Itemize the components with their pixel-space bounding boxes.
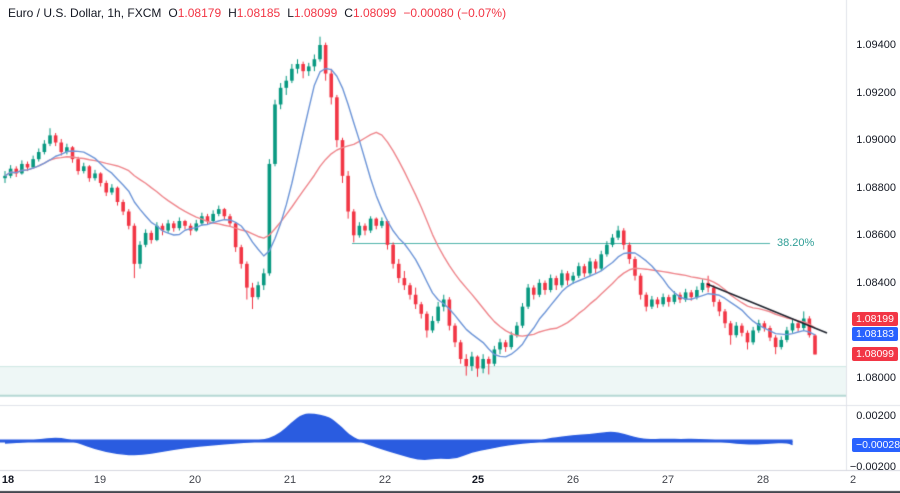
ohlc-label: L (287, 6, 294, 20)
ohlc-label: O (168, 6, 178, 20)
ohlc-value: 1.08099 (352, 6, 397, 20)
price-tick: 1.09400 (856, 39, 896, 51)
time-label-28: 28 (756, 474, 770, 486)
time-label-26: 26 (566, 474, 580, 486)
fib-retracement-label[interactable]: 38.20% (777, 236, 815, 249)
price-tick: 1.09000 (856, 134, 896, 147)
time-label-20: 20 (188, 474, 202, 486)
time-label-2: 2 (849, 474, 857, 486)
ohlc-value: 1.08099 (293, 6, 338, 20)
indicator-value-badge: −0.00028 (852, 437, 900, 452)
symbol-title: Euro / U.S. Dollar, 1h, FXCM (8, 6, 162, 20)
time-label-27: 27 (661, 474, 675, 486)
time-label-18: 18 (1, 474, 15, 486)
indicator-tick: 0.00200 (856, 409, 896, 422)
price-tick: 1.08600 (856, 229, 896, 242)
price-tick: 1.08800 (856, 181, 896, 194)
time-label-21: 21 (283, 474, 297, 486)
price-tick: 1.09200 (856, 86, 896, 99)
time-label-25: 25 (471, 474, 485, 486)
price-tick: 1.08400 (856, 276, 896, 289)
ohlc-value: 1.08179 (177, 6, 222, 20)
change-percent: (−0.07%) (457, 6, 507, 20)
ohlc-value: 1.08185 (236, 6, 281, 20)
chart-legend[interactable]: Euro / U.S. Dollar, 1h, FXCM O1.08179 H1.0… (8, 6, 506, 20)
last-price-badge: 1.08099 (852, 347, 898, 362)
ma-fast-price-badge: 1.08183 (852, 327, 898, 342)
ma-slow-price-badge: 1.08199 (852, 312, 898, 327)
time-label-19: 19 (93, 474, 107, 486)
indicator-tick: −0.00200 (849, 460, 896, 473)
price-tick: 1.08000 (856, 371, 896, 384)
ohlc-label: H (228, 6, 237, 20)
ohlc-label: C (344, 6, 353, 20)
change-value: −0.00080 (403, 6, 454, 20)
time-label-22: 22 (378, 474, 392, 486)
